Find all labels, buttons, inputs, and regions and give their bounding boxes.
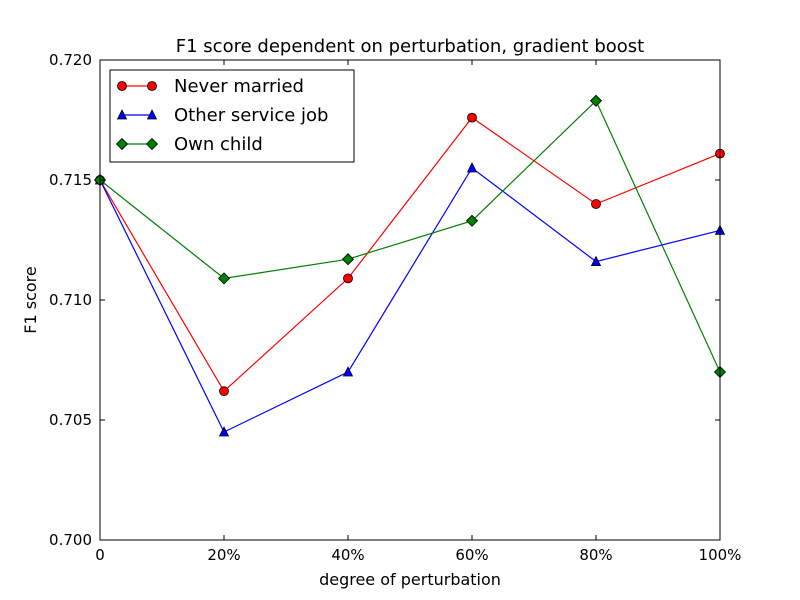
x-tick-label: 80% bbox=[579, 546, 612, 564]
y-tick-label: 0.700 bbox=[49, 531, 92, 549]
data-point-never-married-3 bbox=[467, 112, 477, 123]
data-point-other-service-job-3 bbox=[466, 162, 478, 173]
data-point-other-service-job-2 bbox=[342, 366, 354, 377]
legend-marker-own-child-start bbox=[115, 137, 129, 151]
legend-marker-own-child-end bbox=[145, 137, 159, 151]
x-tick-label: 40% bbox=[331, 546, 364, 564]
x-axis-label: degree of perturbation bbox=[319, 570, 501, 589]
data-point-own-child-4 bbox=[589, 94, 603, 107]
legend-marker-other-service-job-start bbox=[116, 109, 128, 120]
chart-title: F1 score dependent on perturbation, grad… bbox=[176, 36, 644, 57]
y-tick-label: 0.710 bbox=[49, 291, 92, 309]
series-line-other-service-job bbox=[99, 167, 721, 433]
data-point-other-service-job-1 bbox=[218, 426, 230, 437]
y-tick-label: 0.720 bbox=[49, 51, 92, 69]
data-point-own-child-2 bbox=[341, 253, 355, 266]
legend-label-never-married: Never married bbox=[174, 76, 304, 97]
x-tick-label: 100% bbox=[699, 546, 742, 564]
legend-label-other-service-job: Other service job bbox=[174, 105, 328, 126]
data-point-own-child-3 bbox=[465, 214, 479, 227]
legend-marker-never-married-start bbox=[117, 81, 127, 91]
data-point-own-child-1 bbox=[217, 272, 231, 285]
y-axis-label: F1 score bbox=[21, 266, 40, 333]
data-point-other-service-job-4 bbox=[590, 255, 602, 267]
legend-marker-never-married-end bbox=[147, 81, 157, 91]
data-point-never-married-1 bbox=[219, 386, 229, 397]
x-tick-label: 20% bbox=[207, 546, 240, 564]
series-line-never-married bbox=[99, 116, 721, 393]
y-tick-label: 0.715 bbox=[49, 171, 92, 189]
legend-marker-other-service-job-end bbox=[146, 109, 158, 120]
data-point-never-married-2 bbox=[343, 273, 353, 284]
legend: Never married Other service job Own child bbox=[109, 69, 355, 163]
data-point-never-married-4 bbox=[591, 199, 601, 209]
y-tick-label: 0.705 bbox=[49, 411, 92, 429]
x-tick-label: 0 bbox=[95, 546, 105, 564]
x-tick-label: 60% bbox=[455, 546, 488, 564]
legend-label-own-child: Own child bbox=[174, 134, 263, 155]
series-line-own-child bbox=[99, 99, 721, 373]
